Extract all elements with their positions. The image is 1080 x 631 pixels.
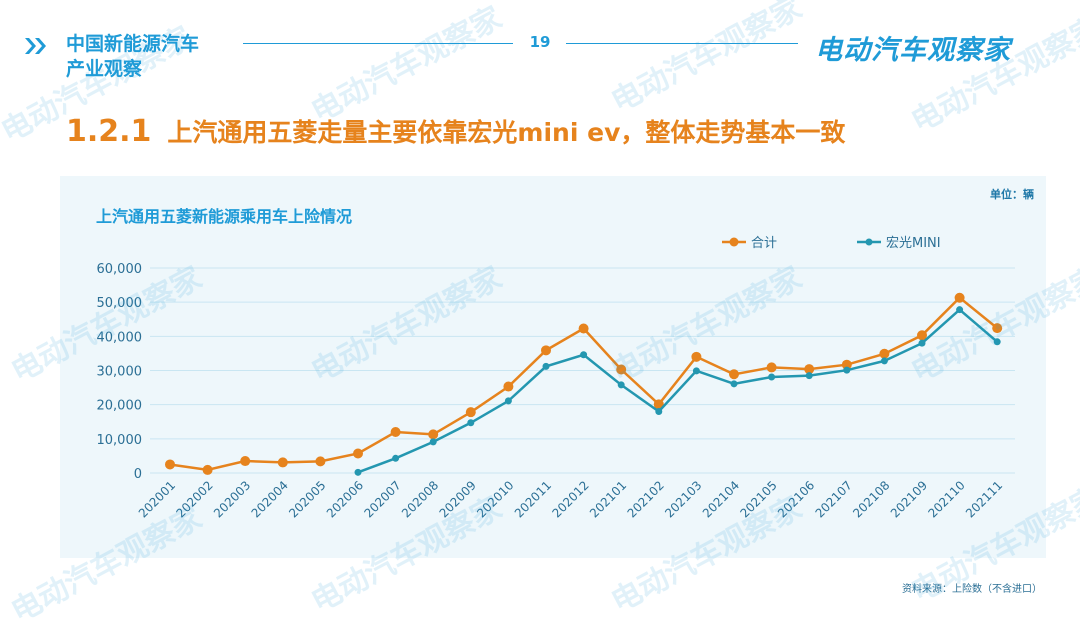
x-tick-label: 202006 [324,478,366,520]
unit-label: 单位：辆 [990,188,1034,201]
series-total-point [804,364,815,375]
x-tick-label: 202005 [286,478,328,520]
series-hongguang-mini-point [880,357,888,365]
series-total-point [428,429,439,440]
series-total-point [729,369,739,380]
y-tick-label: 60,000 [97,262,143,277]
series-total-point [841,359,852,370]
series-hongguang-mini-point [504,397,512,405]
brand-logo: 电动汽车观察家 [815,35,1011,66]
x-tick-label: 202004 [249,478,291,520]
series-total-point [691,351,702,362]
series-total-point [879,348,890,359]
brand-left-line1: 中国新能源汽车 [66,33,200,55]
chevron-right-icon [25,38,46,54]
x-tick-label: 202111 [963,478,1005,520]
series-total-point [541,345,551,356]
series-hongguang-mini-point [467,419,475,427]
series-total-point [315,456,326,467]
source-note: 资料来源：上险数（不含进口） [902,584,1042,595]
x-tick-label: 202001 [136,478,178,520]
series-hongguang-mini-point [429,438,437,446]
legend-total-marker [729,237,739,247]
brand-left: 中国新能源汽车 产业观察 [66,32,199,82]
y-tick-label: 30,000 [97,365,143,380]
x-tick-label: 202107 [813,478,855,520]
x-tick-label: 202108 [850,478,892,520]
y-tick-label: 10,000 [97,433,143,448]
x-tick-label: 202109 [888,478,930,520]
chart-title: 上汽通用五菱新能源乘用车上险情况 [96,207,353,226]
series-total-point [240,456,251,467]
series-total-point [165,459,175,470]
series-total-point [954,292,965,303]
brand-left-line2: 产业观察 [66,58,143,80]
series-total-point [917,330,927,341]
series-hongguang-mini-point [805,372,813,380]
x-tick-label: 202103 [662,478,704,520]
header-divider-left [243,43,513,44]
series-hongguang-mini-point [768,373,776,381]
series-hongguang-mini-point [354,468,362,476]
series-hongguang-mini-point [993,338,1001,346]
series-hongguang-mini-point [918,339,926,347]
slide-title: 1.2.1 上汽通用五菱走量主要依靠宏光mini ev，整体走势基本一致 [66,113,845,149]
y-tick-label: 0 [134,467,142,482]
series-total-point [766,362,777,373]
slide-title-text: 上汽通用五菱走量主要依靠宏光mini ev，整体走势基本一致 [167,118,846,147]
series-total-point [992,323,1003,334]
x-tick-label: 202105 [737,478,779,520]
x-tick-label: 202106 [775,478,817,520]
series-hongguang-mini-point [692,367,700,375]
legend-hongguang-mini-label: 宏光MINI [886,236,941,251]
x-tick-label: 202003 [211,478,253,520]
x-tick-label: 202012 [549,478,591,520]
x-tick-label: 202007 [361,478,403,520]
y-tick-label: 20,000 [97,399,143,414]
series-total-point [202,464,213,475]
y-tick-label: 50,000 [97,296,143,311]
series-total-point [353,448,363,459]
y-tick-label: 40,000 [97,330,143,345]
series-total-point [390,427,401,437]
line-chart: 0 10,000 20,000 30,000 40,000 50,000 60,000 202… [97,236,1015,521]
x-tick-label: 202110 [925,478,967,520]
series-total-point [465,407,476,418]
series-hongguang-mini-point [843,366,851,374]
series-hongguang-mini-point [730,380,738,388]
series-total-point [277,457,288,468]
series-hongguang-mini-point [956,306,964,314]
x-tick-label: 202101 [587,478,629,520]
legend-hongguang-mini-marker [865,238,873,246]
series-hongguang-mini-point [617,381,625,389]
x-tick-label: 202008 [399,478,441,520]
series-total-point [503,381,514,392]
series-total-point [653,399,664,410]
series-hongguang-mini-point [655,408,663,415]
legend-total-label: 合计 [751,236,777,251]
series-hongguang-mini-point [542,362,550,370]
header-divider-right [566,43,798,44]
x-tick-label: 202002 [173,478,215,520]
x-tick-label: 202009 [437,478,479,520]
series-hongguang-mini-point [392,454,400,462]
series-hongguang-mini-point [580,351,588,359]
page-number: 19 [529,33,551,51]
x-tick-label: 202102 [625,478,667,520]
x-tick-label: 202011 [512,478,554,520]
x-tick-label: 202104 [700,478,742,520]
section-number: 1.2.1 [66,114,152,149]
series-total-point [616,364,627,375]
series-total-point [578,323,589,334]
chart-panel [60,176,1046,558]
series-hongguang-mini-line [357,308,999,474]
x-tick-label: 202010 [474,478,516,520]
